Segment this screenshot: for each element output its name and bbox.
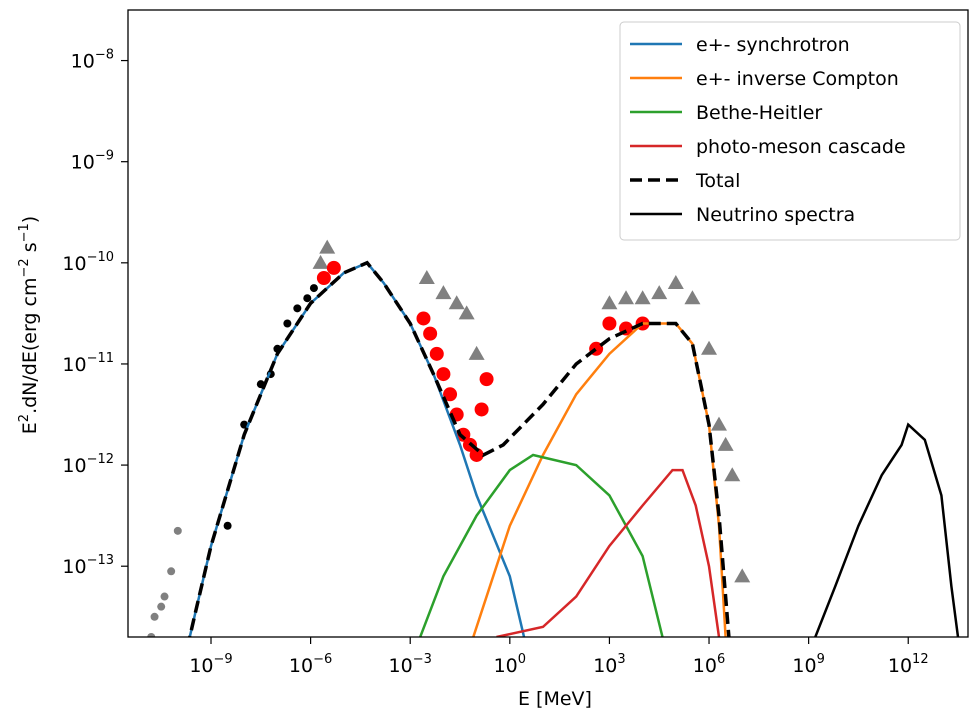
- grey-upper-limit-marker: [601, 295, 618, 310]
- y-tick-label: 10−13: [62, 553, 114, 578]
- legend-label: e+- inverse Compton: [696, 68, 899, 90]
- x-axis-label: E [MeV]: [518, 688, 592, 710]
- grey-upper-limit-marker: [448, 295, 465, 310]
- red-data-point: [443, 387, 458, 402]
- grey-upper-limit-marker: [701, 340, 718, 355]
- red-data-point: [479, 372, 494, 387]
- black-data-point: [293, 304, 302, 313]
- grey-upper-limit-marker: [651, 285, 668, 300]
- grey-upper-limit-marker: [468, 345, 485, 360]
- legend-label: Neutrino spectra: [696, 204, 855, 226]
- red-data-point: [474, 402, 489, 417]
- grey-data-point: [173, 526, 182, 535]
- red-data-point: [416, 311, 431, 326]
- black-data-point: [309, 284, 318, 293]
- red-data-point: [326, 260, 341, 275]
- red-data-point: [602, 316, 617, 331]
- series-line-5: [187, 260, 731, 637]
- legend-label: photo-meson cascade: [696, 136, 906, 158]
- grey-upper-limit-marker: [724, 467, 741, 482]
- legend-box: [619, 21, 961, 241]
- legend-label: e+- synchrotron: [696, 34, 850, 56]
- grey-upper-limit-marker: [667, 275, 684, 290]
- series-line-2: [472, 322, 727, 637]
- grey-upper-limit-marker: [634, 290, 651, 305]
- red-data-point: [429, 346, 444, 361]
- grey-upper-limit-marker: [435, 285, 452, 300]
- grey-upper-limit-marker: [717, 436, 734, 451]
- grey-upper-limit-marker: [710, 416, 727, 431]
- series-line-4: [496, 468, 721, 637]
- y-tick-label: 10−11: [62, 351, 114, 376]
- red-data-point: [316, 270, 331, 285]
- black-data-point: [303, 294, 312, 303]
- grey-data-point: [160, 592, 169, 601]
- plot-frame: [127, 9, 969, 638]
- grey-upper-limit-marker: [418, 269, 435, 284]
- x-tick-label: 10−6: [289, 652, 332, 677]
- y-tick-label: 10−9: [71, 149, 114, 174]
- red-data-point: [469, 447, 484, 462]
- x-tick-label: 100: [494, 652, 526, 677]
- grey-data-point: [167, 567, 176, 576]
- legend-label: Total: [695, 170, 740, 192]
- y-tick-label: 10−10: [62, 250, 114, 275]
- y-axis-label: E2.dN/dE(erg cm−2 s−1): [17, 216, 41, 434]
- x-tick-label: 10−3: [389, 652, 432, 677]
- red-data-point: [423, 326, 438, 341]
- grey-upper-limit-marker: [319, 239, 336, 254]
- x-tick-label: 109: [792, 652, 824, 677]
- grey-data-point: [157, 602, 166, 611]
- red-data-point: [436, 367, 451, 382]
- grey-data-point: [147, 633, 156, 637]
- grey-upper-limit-marker: [618, 290, 635, 305]
- series-line-3: [419, 453, 664, 637]
- axes: 10−9 10−6 10−3 100 103 106 109 1012 10−8 10−9 10−1…: [62, 9, 969, 677]
- x-tick-label: 10−9: [189, 652, 232, 677]
- grey-data-point: [150, 612, 159, 621]
- legend-label: Bethe-Heitler: [696, 102, 822, 124]
- grey-upper-limit-marker: [734, 568, 751, 583]
- series-line-6: [814, 422, 960, 637]
- plot-area: [147, 239, 960, 637]
- y-tick-label: 10−8: [71, 48, 114, 73]
- grey-upper-limit-marker: [458, 305, 475, 320]
- black-data-point: [223, 521, 232, 530]
- grey-upper-limit-marker: [684, 290, 701, 305]
- series-line-1: [188, 261, 526, 637]
- legend: e+- synchrotron e+- inverse Compton Bethe-…: [619, 21, 961, 241]
- x-tick-label: 1012: [888, 652, 929, 677]
- x-tick-label: 106: [693, 652, 725, 677]
- x-tick-label: 103: [593, 652, 625, 677]
- grey-upper-limit-marker: [312, 254, 329, 269]
- black-data-point: [283, 319, 292, 328]
- y-tick-label: 10−12: [62, 452, 114, 477]
